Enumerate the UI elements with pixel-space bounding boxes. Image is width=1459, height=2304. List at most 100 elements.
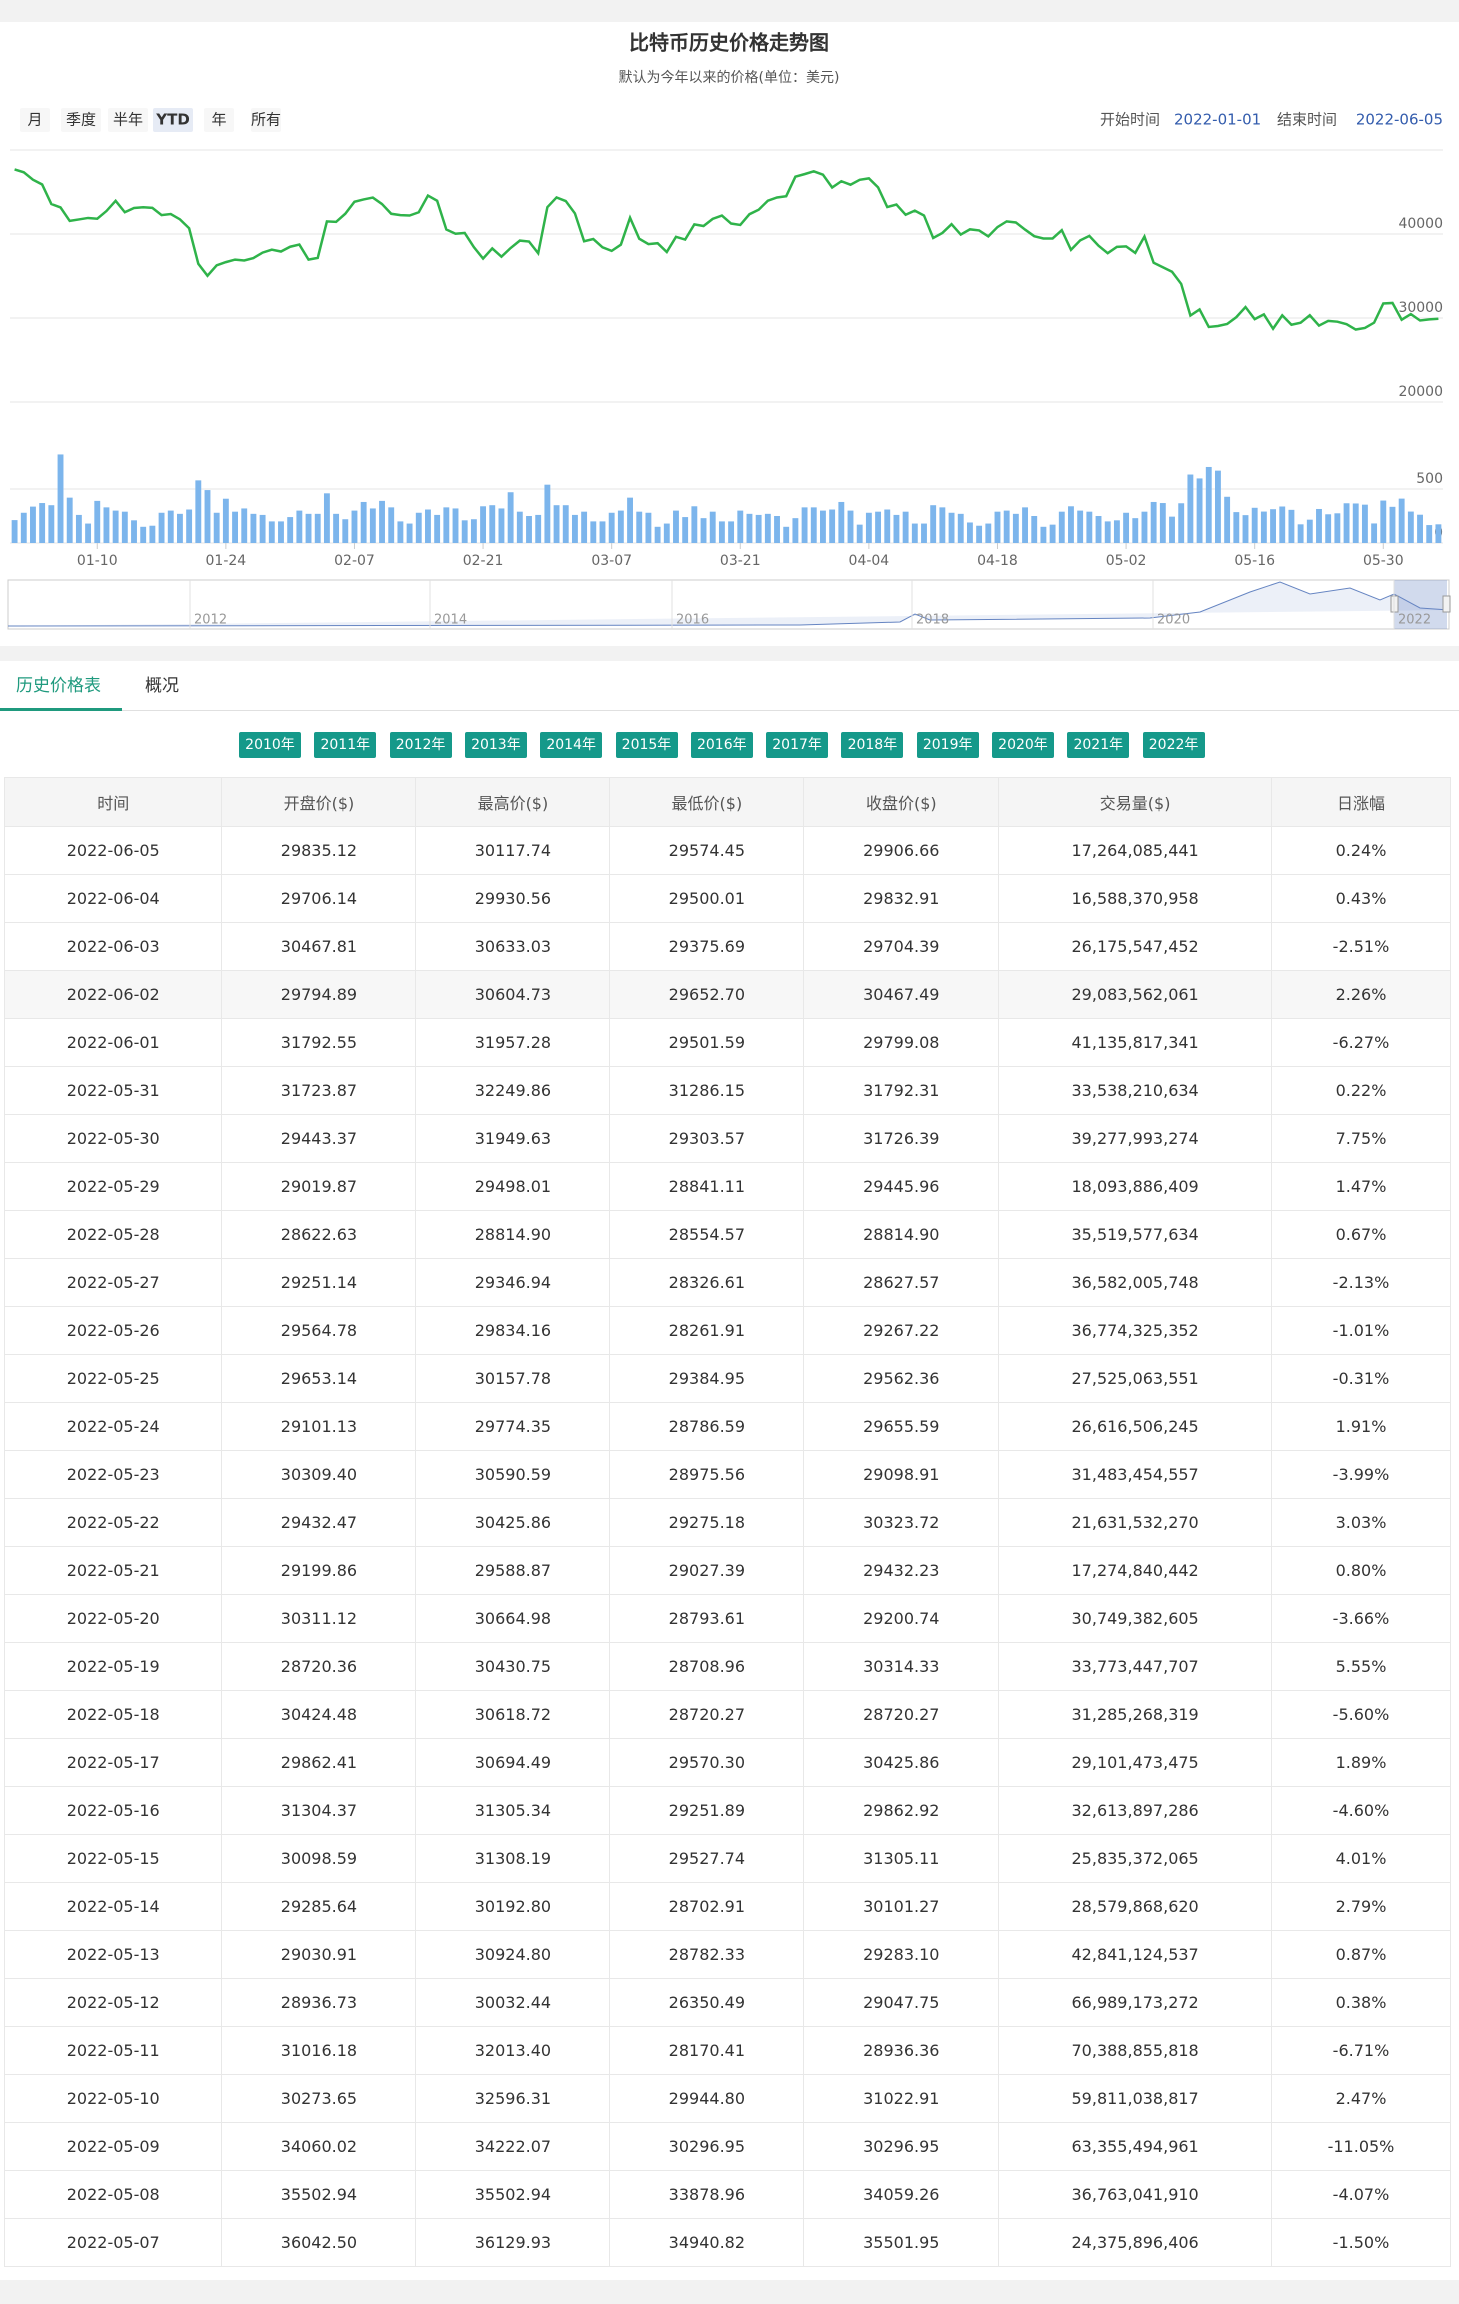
year-button[interactable]: 2021年 (1067, 732, 1130, 758)
volume-bar (149, 525, 156, 543)
table-cell: 30924.80 (415, 1930, 611, 1979)
range-button-label[interactable]: 月 (27, 111, 42, 129)
range-button[interactable] (251, 108, 281, 132)
range-button[interactable] (108, 108, 148, 132)
volume-bar (140, 526, 147, 543)
table-cell: 2022-05-17 (3, 1738, 223, 1787)
table-cell: 26350.49 (609, 1978, 805, 2027)
volume-bar (443, 507, 450, 543)
table-cell: 29794.89 (221, 970, 417, 1019)
table-cell: 2022-05-29 (3, 1162, 223, 1211)
navigator-year: 2018 (916, 613, 949, 628)
volume-bar (617, 510, 624, 543)
volume-bar (553, 505, 560, 543)
year-button[interactable]: 2020年 (992, 732, 1054, 758)
volume-bar (1205, 466, 1212, 543)
year-button[interactable]: 2014年 (540, 732, 603, 758)
range-button[interactable] (20, 108, 50, 132)
navigator-year: 2014 (434, 613, 467, 628)
year-button[interactable]: 2022年 (1142, 732, 1205, 758)
volume-bar (939, 507, 946, 543)
volume-bar (976, 525, 983, 543)
end-date[interactable]: 2022-06-05 (1356, 111, 1443, 129)
navigator-handle[interactable] (1442, 595, 1451, 613)
table-cell: 26,616,506,245 (998, 1402, 1272, 1451)
table-cell: 34222.07 (415, 2122, 611, 2171)
table-cell: 28554.57 (609, 1210, 805, 1259)
volume-bar (434, 514, 441, 543)
year-button[interactable]: 2015年 (615, 732, 678, 758)
table-cell: 34060.02 (221, 2122, 417, 2171)
x-tick-label: 01-10 (77, 553, 118, 569)
x-tick-label: 03-21 (720, 553, 761, 569)
volume-bar (480, 506, 487, 543)
table-cell: 36,763,041,910 (998, 2170, 1272, 2219)
volume-bar (966, 522, 973, 543)
volume-bar (608, 512, 615, 543)
volume-bar (507, 492, 514, 543)
volume-bar (112, 510, 119, 543)
range-button[interactable] (153, 108, 193, 132)
range-button-label[interactable]: 半年 (113, 111, 143, 129)
table-cell: 28720.27 (609, 1690, 805, 1739)
table-cell: 29799.08 (803, 1018, 1000, 1067)
table-cell: 31305.34 (415, 1786, 611, 1835)
chart-subtitle: 默认为今年以来的价格(单位：美元) (619, 70, 840, 86)
tab[interactable]: 历史价格表 (16, 676, 101, 696)
volume-bar (709, 511, 716, 543)
volume-bar (333, 513, 340, 543)
year-button[interactable]: 2017年 (766, 732, 829, 758)
volume-bar (259, 514, 266, 543)
table-cell: 31,483,454,557 (998, 1450, 1272, 1499)
table-cell: 30430.75 (415, 1642, 611, 1691)
table-cell: 36,582,005,748 (998, 1258, 1272, 1307)
table-cell: 29375.69 (609, 922, 805, 971)
volume-bar (516, 511, 523, 543)
table-cell: -2.13% (1270, 1258, 1452, 1307)
volume-bar (195, 480, 202, 543)
year-button[interactable]: 2012年 (389, 732, 452, 758)
year-button[interactable]: 2019年 (916, 732, 979, 758)
volume-bar (1104, 521, 1111, 543)
table-cell: 30694.49 (415, 1738, 611, 1787)
x-tick-label: 05-02 (1106, 553, 1147, 569)
navigator-selection[interactable] (1394, 580, 1447, 629)
year-button[interactable]: 2016年 (690, 732, 753, 758)
x-tick-label: 03-07 (591, 553, 632, 569)
table-cell: 29251.89 (609, 1786, 805, 1835)
year-button[interactable]: 2011年 (314, 732, 377, 758)
volume-bar (1086, 511, 1093, 543)
table-cell: 28786.59 (609, 1402, 805, 1451)
year-button[interactable]: 2018年 (841, 732, 904, 758)
volume-bar (691, 506, 698, 543)
table-cell: 30101.27 (803, 1882, 1000, 1931)
year-button[interactable]: 2010年 (239, 732, 301, 758)
range-button-label[interactable]: 年 (211, 111, 226, 129)
volume-bar (1398, 498, 1405, 543)
table-cell: 2022-05-21 (3, 1546, 223, 1595)
volume-bar (305, 513, 312, 543)
tab[interactable]: 概况 (145, 676, 179, 696)
range-button[interactable] (204, 108, 234, 132)
volume-bar (222, 498, 229, 543)
volume-bar (810, 507, 817, 543)
volume-bar (1215, 470, 1221, 543)
table-cell: 29832.91 (803, 874, 1000, 923)
year-button[interactable]: 2013年 (464, 732, 527, 758)
table-cell: 29570.30 (609, 1738, 805, 1787)
volume-bar (902, 511, 909, 543)
x-tick-label: 04-18 (977, 553, 1018, 569)
volume-bar (673, 510, 679, 543)
volume-bar (57, 454, 64, 543)
table-row: 2022-06-04 29706.14 29930.56 29500.01 29832.… (3, 874, 1452, 923)
start-date[interactable]: 2022-01-01 (1174, 111, 1261, 129)
range-button-label[interactable]: YTD (155, 111, 190, 129)
table-cell: 2022-05-15 (3, 1834, 223, 1883)
table-cell: 29906.66 (803, 826, 1000, 875)
table-cell: 24,375,896,406 (998, 2218, 1272, 2267)
table-row: 2022-05-18 30424.48 30618.72 28720.27 28720.… (3, 1690, 1452, 1739)
range-button[interactable] (61, 108, 101, 132)
range-button-label[interactable]: 所有 (251, 111, 281, 129)
range-button-label[interactable]: 季度 (66, 111, 96, 129)
